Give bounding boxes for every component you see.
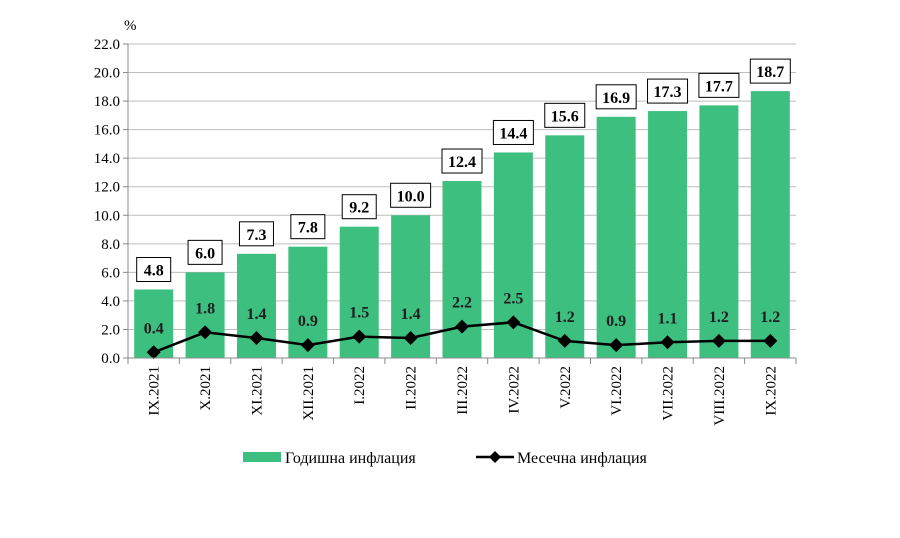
marker-monthly: [146, 345, 161, 360]
legend-label-annual: Годишна инфлация: [285, 450, 416, 467]
bar-value-label: 4.8: [144, 262, 164, 279]
marker-monthly: [506, 315, 521, 330]
bar-annual: [545, 135, 585, 358]
y-unit-label: %: [124, 18, 137, 34]
marker-monthly: [609, 338, 624, 353]
marker-monthly: [249, 331, 264, 346]
bar-value-label: 14.4: [499, 125, 527, 142]
y-tick-label: 16.0: [94, 123, 120, 139]
marker-monthly: [711, 333, 726, 348]
y-tick-label: 20.0: [94, 66, 120, 82]
bar-label-box: [441, 148, 483, 174]
line-value-label: 0.9: [606, 313, 626, 330]
y-tick-label: 14.0: [94, 151, 120, 167]
marker-monthly: [763, 333, 778, 348]
marker-monthly: [660, 335, 675, 350]
y-tick-label: 6.0: [101, 265, 120, 281]
bar-value-label: 17.7: [705, 78, 733, 95]
line-value-label: 1.5: [349, 305, 369, 322]
marker-monthly: [403, 331, 418, 346]
bar-value-label: 9.2: [349, 200, 369, 217]
marker-monthly: [352, 329, 367, 344]
bar-label-box: [647, 78, 689, 104]
y-tick-label: 22.0: [94, 37, 120, 53]
bar-label-box: [749, 58, 791, 84]
line-value-label: 1.2: [555, 309, 575, 326]
bar-value-label: 10.0: [397, 188, 425, 205]
x-tick-label: IX.2022: [763, 366, 779, 416]
line-value-label: 1.1: [658, 310, 678, 327]
line-value-label: 0.9: [298, 313, 318, 330]
legend-marker-monthly: [489, 451, 501, 463]
bar-value-label: 17.3: [654, 84, 682, 101]
x-tick-label: VI.2022: [609, 366, 625, 416]
x-tick-label: XI.2021: [249, 366, 265, 416]
x-tick-label: XII.2021: [301, 366, 317, 421]
bar-annual: [699, 105, 739, 358]
bar-value-label: 12.4: [448, 154, 476, 171]
x-tick-label: X.2021: [198, 366, 214, 411]
x-tick-label: IV.2022: [506, 366, 522, 414]
bar-label-box: [290, 214, 326, 240]
line-value-label: 1.4: [401, 306, 421, 323]
line-value-label: 1.4: [246, 306, 266, 323]
bar-label-box: [595, 84, 637, 110]
x-tick-label: VII.2022: [661, 366, 677, 421]
bar-label-box: [341, 194, 377, 220]
y-tick-label: 0.0: [101, 351, 120, 367]
y-tick-label: 10.0: [94, 208, 120, 224]
line-value-label: 0.4: [144, 320, 164, 337]
legend-swatch-annual: [243, 452, 281, 462]
bar-value-label: 15.6: [551, 108, 579, 125]
bar-value-label: 18.7: [756, 64, 784, 81]
x-tick-label: I.2022: [352, 366, 368, 405]
x-tick-label: III.2022: [455, 366, 471, 415]
line-value-label: 1.8: [195, 300, 215, 317]
x-tick-label: II.2022: [404, 366, 420, 410]
bar-value-label: 7.8: [298, 220, 318, 237]
marker-monthly: [198, 325, 213, 340]
line-value-label: 2.5: [503, 290, 523, 307]
bar-label-box: [390, 182, 432, 208]
line-value-label: 1.2: [709, 309, 729, 326]
bar-label-box: [238, 221, 274, 247]
marker-monthly: [300, 338, 315, 353]
bar-annual: [750, 91, 790, 358]
bar-label-box: [698, 72, 740, 98]
x-tick-label: IX.2021: [147, 366, 163, 416]
bar-value-label: 6.0: [195, 245, 215, 262]
y-tick-label: 12.0: [94, 180, 120, 196]
y-tick-label: 18.0: [94, 94, 120, 110]
marker-monthly: [557, 333, 572, 348]
x-tick-label: V.2022: [558, 366, 574, 409]
x-tick-label: VIII.2022: [712, 366, 728, 426]
marker-monthly: [455, 319, 469, 334]
bar-annual: [648, 111, 688, 358]
line-value-label: 2.2: [452, 295, 472, 312]
bar-label-box: [544, 102, 586, 128]
bar-value-label: 7.3: [246, 227, 266, 244]
bar-value-label: 16.9: [602, 90, 630, 107]
line-value-label: 1.2: [760, 309, 780, 326]
bar-label-box: [187, 239, 223, 265]
bar-label-box: [492, 119, 534, 145]
bar-annual: [596, 116, 636, 358]
y-tick-label: 4.0: [101, 294, 120, 310]
y-tick-label: 8.0: [101, 237, 120, 253]
bar-label-box: [136, 256, 172, 282]
bar-annual: [185, 272, 225, 358]
legend: Годишна инфлация Месечна инфлация: [243, 450, 648, 467]
y-tick-label: 2.0: [101, 322, 120, 338]
legend-label-monthly: Месечна инфлация: [517, 450, 648, 467]
